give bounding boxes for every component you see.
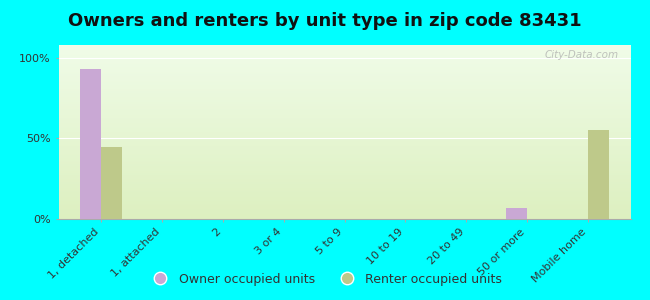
- Legend: Owner occupied units, Renter occupied units: Owner occupied units, Renter occupied un…: [143, 268, 507, 291]
- Bar: [588, 130, 609, 219]
- Bar: [506, 208, 527, 219]
- Bar: [80, 69, 101, 219]
- Bar: [101, 146, 122, 219]
- Text: City-Data.com: City-Data.com: [545, 50, 619, 60]
- Text: Owners and renters by unit type in zip code 83431: Owners and renters by unit type in zip c…: [68, 12, 582, 30]
